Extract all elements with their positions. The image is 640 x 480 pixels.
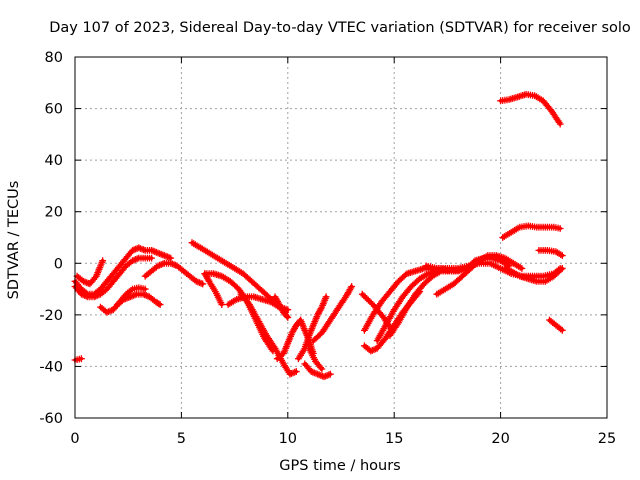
x-tick-label: 20 — [491, 431, 509, 447]
grid-layer — [75, 57, 607, 418]
y-tick-label: 80 — [45, 50, 63, 66]
data-series — [305, 345, 326, 373]
chart-title: Day 107 of 2023, Sidereal Day-to-day VTE… — [49, 20, 631, 36]
y-tick-label: -40 — [39, 359, 63, 375]
x-tick-label: 25 — [598, 431, 616, 447]
data-series — [309, 283, 356, 344]
data-series — [141, 259, 207, 288]
data-point-markers — [546, 316, 566, 334]
data-series — [499, 222, 564, 241]
data-point-markers — [433, 252, 526, 298]
y-tick-label: -60 — [39, 411, 63, 427]
y-axis-label: SDTVAR / TECUs — [6, 181, 22, 300]
data-point-markers — [535, 247, 566, 259]
y-tick-label: 0 — [54, 256, 63, 272]
data-series — [422, 259, 564, 280]
y-tick-label: 60 — [45, 102, 63, 118]
data-series — [295, 293, 330, 363]
data-point-markers — [295, 293, 330, 363]
data-point-markers — [141, 259, 207, 288]
data-series — [501, 265, 566, 285]
data-point-markers — [114, 290, 164, 308]
data-series — [71, 355, 85, 364]
y-tick-label: 40 — [45, 153, 63, 169]
data-series — [301, 360, 334, 381]
x-tick-label: 0 — [70, 431, 79, 447]
data-series — [535, 247, 566, 259]
data-series — [271, 293, 292, 321]
data-series — [497, 91, 564, 128]
data-point-markers — [73, 257, 107, 288]
data-point-markers — [201, 270, 226, 308]
data-point-markers — [499, 222, 564, 241]
data-point-markers — [237, 290, 300, 378]
data-point-markers — [305, 345, 326, 373]
y-tick-label: 20 — [45, 205, 63, 221]
data-point-markers — [501, 265, 566, 285]
data-series — [237, 290, 300, 378]
data-point-markers — [271, 293, 292, 321]
x-tick-label: 5 — [177, 431, 186, 447]
data-series — [71, 244, 175, 298]
x-axis-label: GPS time / hours — [279, 458, 400, 474]
y-tick-label: -20 — [39, 308, 63, 324]
data-series — [188, 239, 290, 316]
data-layer — [71, 91, 566, 381]
data-series — [201, 270, 226, 308]
data-series — [114, 290, 164, 308]
x-tick-label: 15 — [385, 431, 403, 447]
data-point-markers — [497, 91, 564, 128]
data-series — [73, 257, 107, 288]
data-point-markers — [301, 360, 334, 381]
data-series — [546, 316, 566, 334]
data-point-markers — [309, 283, 356, 344]
plot-frame — [74, 56, 608, 419]
x-tick-label: 10 — [279, 431, 297, 447]
tick-layer: 0 5 10 15 20 25 -60 -40 -20 0 20 40 60 80 — [39, 50, 616, 447]
